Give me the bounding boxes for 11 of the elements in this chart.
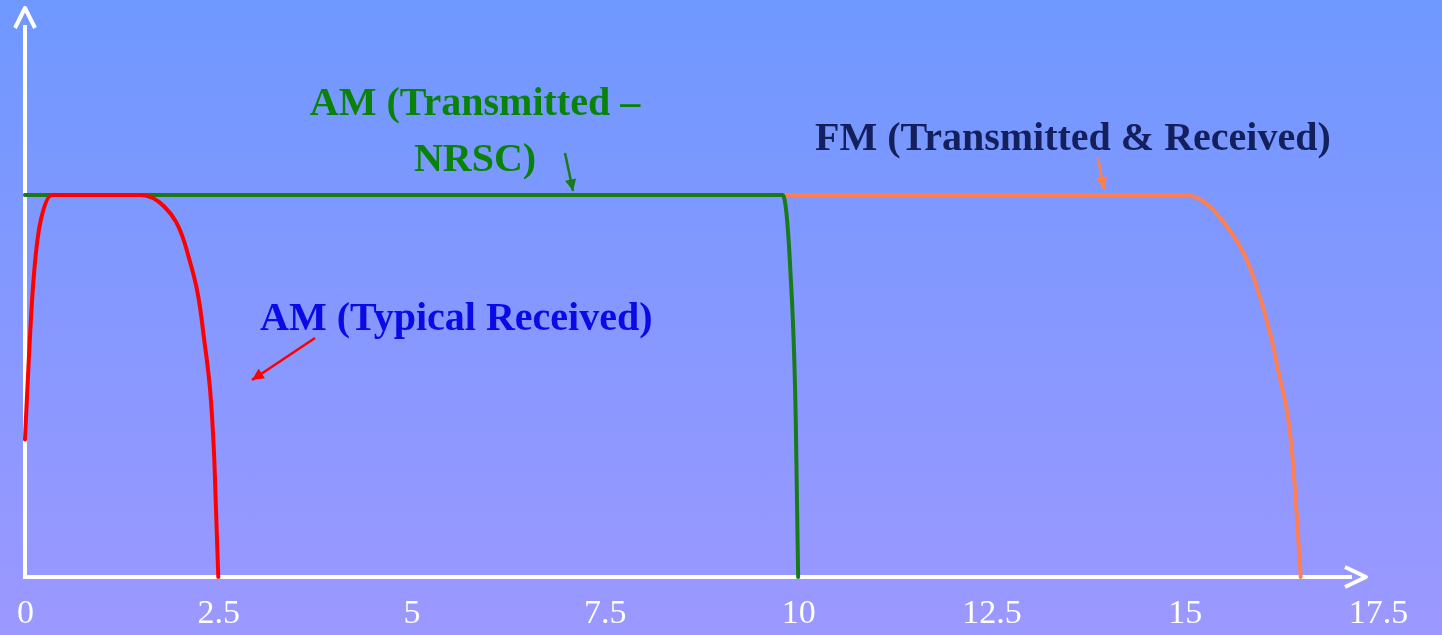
x-tick-label: 17.5 bbox=[1348, 593, 1409, 631]
series-label: AM (Transmitted – NRSC) bbox=[309, 79, 642, 180]
x-tick-label: 0 bbox=[17, 593, 34, 631]
x-tick-label: 7.5 bbox=[584, 593, 627, 631]
series-label: FM (Transmitted & Received) bbox=[815, 114, 1331, 159]
x-tick-label: 5 bbox=[403, 593, 421, 631]
x-tick-label: 10 bbox=[781, 593, 816, 631]
x-tick-label: 15 bbox=[1168, 593, 1203, 631]
series-label: AM (Typical Received) bbox=[260, 294, 653, 339]
x-tick-label: 2.5 bbox=[197, 593, 241, 631]
x-tick-label: 12.5 bbox=[962, 593, 1022, 631]
